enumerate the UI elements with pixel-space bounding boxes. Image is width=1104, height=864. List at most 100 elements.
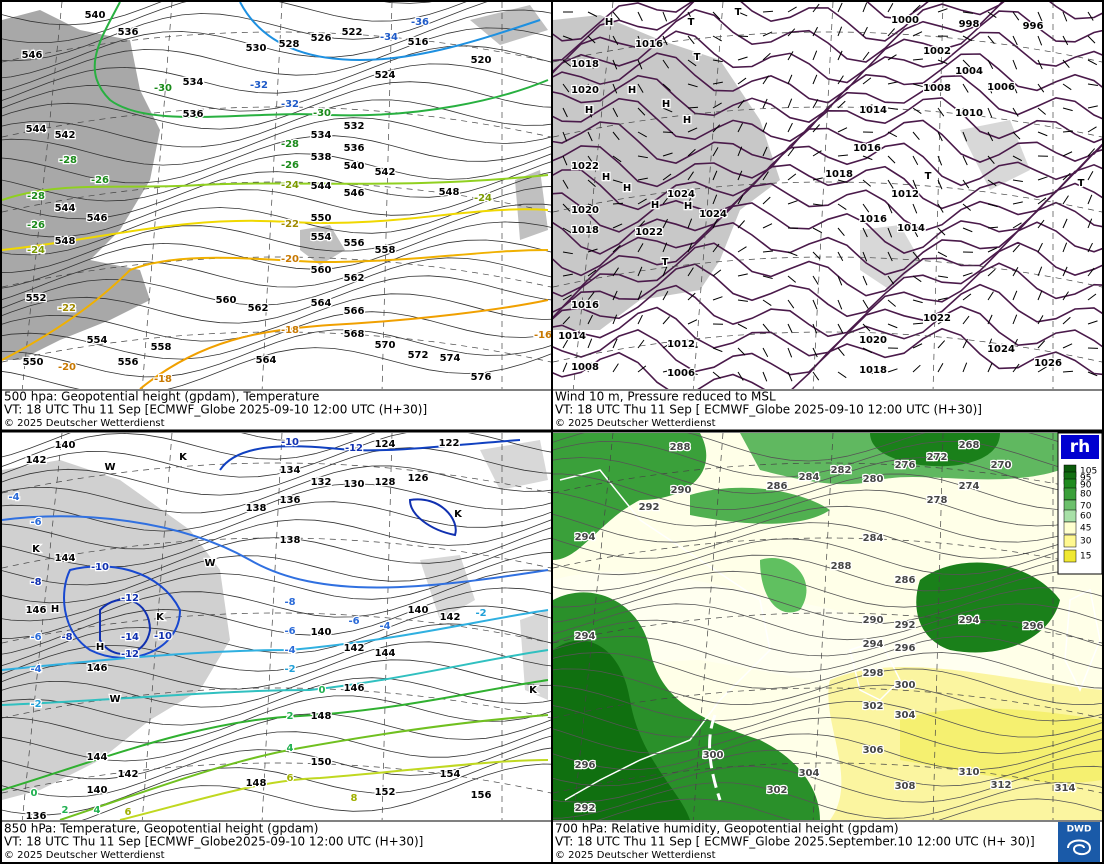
contour-line xyxy=(2,747,551,816)
temperature-label: -28 xyxy=(59,155,77,166)
wind-barb xyxy=(1037,340,1046,349)
wind-barb xyxy=(962,227,973,233)
wind-barb xyxy=(862,251,868,262)
map-symbol: K xyxy=(156,612,165,623)
map-symbol: H xyxy=(51,604,59,615)
wind-barb xyxy=(1062,11,1068,22)
temperature-label: -24 xyxy=(27,245,45,256)
wind-barb xyxy=(812,323,818,334)
wind-barb xyxy=(562,251,573,255)
height-label: 308 xyxy=(895,781,916,792)
wind-barb xyxy=(662,218,668,229)
height-label: 292 xyxy=(895,620,916,631)
wind-barb xyxy=(962,203,971,211)
wind-barb xyxy=(812,124,820,133)
legend-swatch xyxy=(1063,534,1077,548)
isotherm xyxy=(63,565,182,659)
height-label: 314 xyxy=(1055,783,1076,794)
wind-barb xyxy=(937,155,943,166)
wind-barb xyxy=(837,179,848,184)
pressure-label: 1018 xyxy=(859,365,887,376)
wind-barb xyxy=(1037,266,1043,277)
height-label: 140 xyxy=(408,605,429,616)
logo-swirl xyxy=(1067,839,1092,856)
temperature-label: -2 xyxy=(30,699,41,710)
wind-barb xyxy=(662,83,671,91)
pressure-label: 1024 xyxy=(987,344,1015,355)
wind-barb xyxy=(587,107,593,118)
wind-barb xyxy=(587,59,594,69)
graticule xyxy=(2,106,551,138)
wind-barb xyxy=(562,83,570,93)
rh-area xyxy=(870,433,1000,467)
wind-barb xyxy=(662,316,670,325)
isotherm xyxy=(2,208,549,251)
wind-barb xyxy=(762,323,770,332)
wind-barb xyxy=(1087,194,1093,205)
height-label: 142 xyxy=(26,455,47,466)
wind-barb xyxy=(712,296,723,301)
contour-line xyxy=(2,447,551,496)
pressure-center: T xyxy=(735,7,742,18)
height-label: 142 xyxy=(344,643,365,654)
graticule xyxy=(553,31,1102,63)
wind-barb xyxy=(1012,267,1019,277)
height-label: 552 xyxy=(26,293,47,304)
contour-line xyxy=(2,257,551,309)
height-label: 146 xyxy=(344,683,365,694)
temperature-label: -4 xyxy=(8,492,19,503)
wind-barb xyxy=(887,275,895,285)
caption-title: 700 hPa: Relative humidity, Geopotential… xyxy=(555,822,899,836)
contour-line xyxy=(2,27,551,92)
wind-barb xyxy=(1012,314,1018,325)
wind-barb xyxy=(1037,176,1048,181)
wind-barb xyxy=(962,315,970,325)
pressure-label: 1012 xyxy=(891,189,919,200)
wind-barb xyxy=(862,371,873,374)
wind-barb xyxy=(662,291,669,301)
height-label: 294 xyxy=(575,532,596,543)
wind-barb xyxy=(637,266,643,277)
wind-barb xyxy=(562,362,568,373)
contour-line xyxy=(553,603,1102,641)
height-label: 548 xyxy=(439,187,460,198)
wind-barb xyxy=(762,196,771,205)
contour-line xyxy=(553,505,1102,543)
legend-swatch xyxy=(1063,521,1077,535)
height-label: 156 xyxy=(471,790,492,801)
height-label: 134 xyxy=(280,465,301,476)
pressure-center: H xyxy=(585,105,593,116)
wind-barb xyxy=(1012,290,1018,301)
contour-line xyxy=(2,569,551,639)
wind-barb xyxy=(687,127,698,133)
wind-barb xyxy=(887,299,896,307)
temperature-label: -10 xyxy=(91,562,109,573)
contour-line xyxy=(553,652,1102,689)
pressure-label: 1024 xyxy=(667,189,695,200)
wind-barb xyxy=(712,35,722,42)
temperature-label: -32 xyxy=(281,99,299,110)
wind-barb xyxy=(987,362,993,373)
legend-title-box xyxy=(1061,435,1099,459)
pressure-label: 1020 xyxy=(571,205,599,216)
wind-barb xyxy=(587,248,598,253)
height-label: 292 xyxy=(639,502,660,513)
wind-barb xyxy=(687,218,693,229)
graticule xyxy=(2,612,551,644)
pressure-label: 1010 xyxy=(955,108,983,119)
temperature-label: -18 xyxy=(154,374,172,385)
pressure-center: T xyxy=(662,257,669,268)
wind-barb xyxy=(1012,131,1021,140)
height-label: 292 xyxy=(575,803,596,814)
height-label: 544 xyxy=(311,181,332,192)
wind-barb xyxy=(887,227,893,238)
temperature-label: -28 xyxy=(281,139,299,150)
wind-barb xyxy=(712,194,718,205)
height-label: 140 xyxy=(55,440,76,451)
isotherm xyxy=(219,439,521,471)
wind-barb xyxy=(562,155,568,166)
wind-barb xyxy=(687,319,698,325)
logo-box xyxy=(1058,822,1100,862)
wind-barb xyxy=(837,347,845,357)
pressure-label: 1014 xyxy=(897,223,925,234)
